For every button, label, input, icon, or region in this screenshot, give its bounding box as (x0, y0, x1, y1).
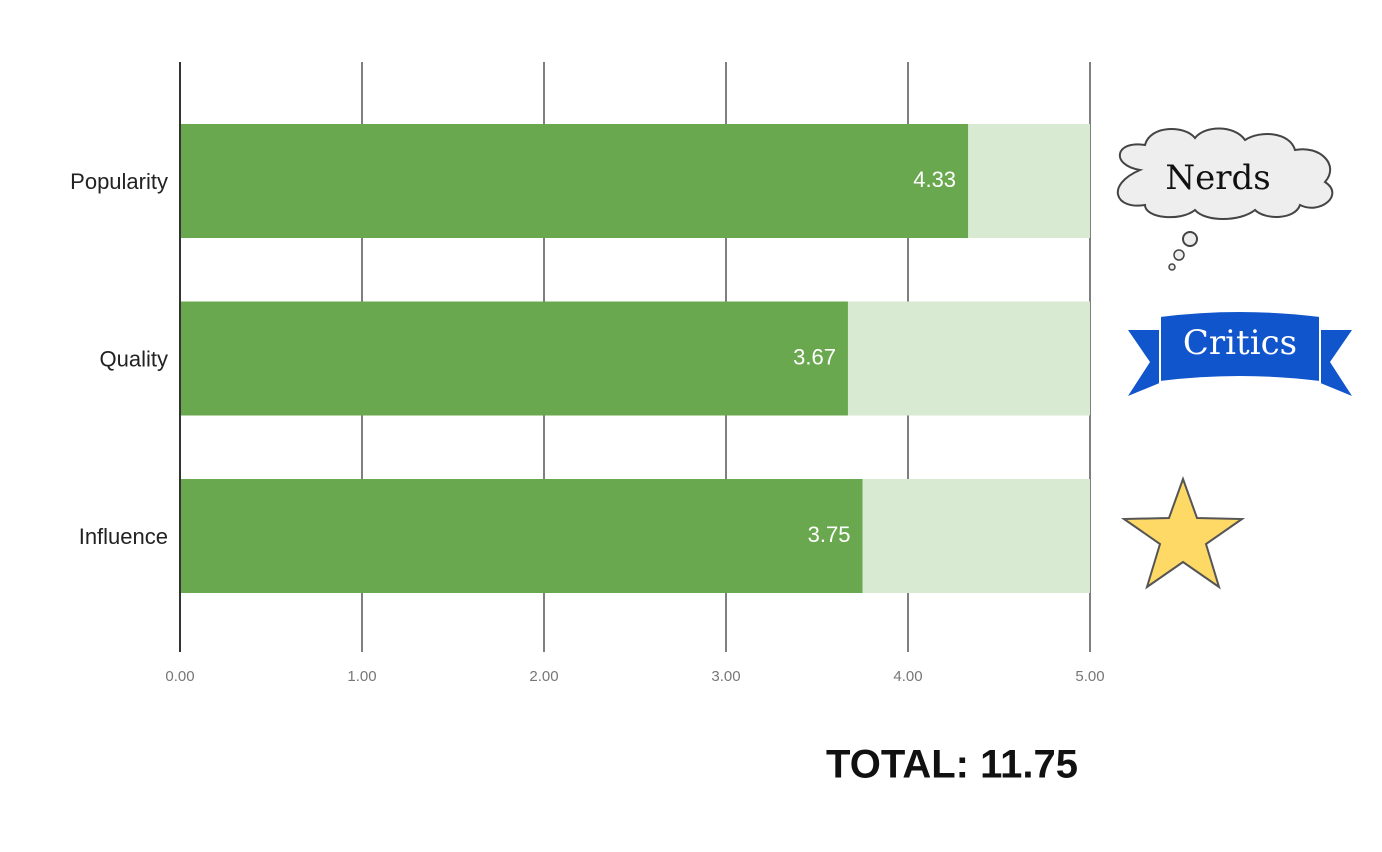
star-icon (1120, 476, 1246, 590)
x-tick-label: 5.00 (1075, 668, 1104, 685)
y-tick-label: Quality (100, 346, 168, 371)
total-label: TOTAL: 11.75 (826, 743, 1078, 787)
annotation: Critics (1183, 323, 1297, 363)
bar (180, 301, 848, 416)
bar (180, 479, 863, 593)
x-tick-label: 4.00 (893, 668, 922, 685)
ribbon-icon (1128, 310, 1352, 396)
x-tick-label: 1.00 (347, 668, 376, 685)
annotation: Nerds (1165, 158, 1270, 198)
value-label: 3.67 (793, 344, 836, 369)
x-tick-label: 3.00 (711, 668, 740, 685)
plot: 0.00 1.00 2.00 3.00 4.00 5.00 Popularity 4.33 Qu… (70, 62, 1105, 685)
value-label: 3.75 (808, 522, 851, 547)
bar (180, 124, 969, 238)
value-label: 4.33 (913, 167, 956, 192)
y-tick-label: Popularity (70, 169, 168, 194)
cloud-icon (1117, 127, 1334, 271)
x-tick-label: 0.00 (165, 668, 194, 685)
x-tick-label: 2.00 (529, 668, 558, 685)
y-tick-label: Influence (79, 524, 168, 549)
